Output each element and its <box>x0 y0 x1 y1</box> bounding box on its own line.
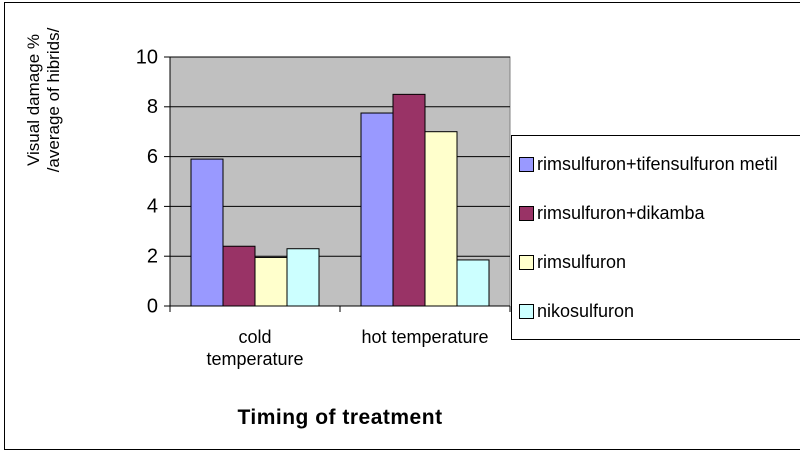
bar <box>222 245 256 307</box>
legend-label: nikosulfuron <box>537 300 635 321</box>
legend-swatch <box>519 206 534 222</box>
legend-entry: rimsulfuron+tifensulfuron metil <box>519 153 800 175</box>
bar <box>254 256 288 307</box>
legend-label: rimsulfuron <box>537 251 627 272</box>
legend-entry: rimsulfuron+dikamba <box>519 202 800 224</box>
y-tick-label: 4 <box>147 196 158 218</box>
y-axis-label: Visual damage % /average of hibrids/ <box>24 27 63 173</box>
bar <box>190 158 224 307</box>
y-tick-label: 10 <box>136 46 158 68</box>
chart-frame <box>4 2 800 450</box>
bar <box>392 93 426 307</box>
legend-entry: nikosulfuron <box>519 300 800 322</box>
x-tick-label: hot temperature <box>361 327 489 347</box>
y-tick-label: 2 <box>147 245 158 267</box>
y-tick-label: 6 <box>147 146 158 168</box>
legend-swatch <box>519 157 534 173</box>
legend-label: rimsulfuron+tifensulfuron metil <box>537 154 778 175</box>
legend-entry: rimsulfuron <box>519 251 800 273</box>
legend-swatch <box>519 254 534 270</box>
bar <box>456 259 490 307</box>
legend: rimsulfuron+tifensulfuron metil rimsulfur… <box>511 135 800 340</box>
y-tick-label: 8 <box>147 96 158 118</box>
bar <box>360 112 394 307</box>
y-tick-label: 0 <box>147 295 158 317</box>
bar <box>424 131 458 307</box>
legend-swatch <box>519 303 534 319</box>
legend-label: rimsulfuron+dikamba <box>537 203 705 224</box>
x-axis-label: Timing of treatment <box>237 406 443 429</box>
bar <box>286 248 320 307</box>
x-tick-label: cold temperature <box>206 327 304 369</box>
